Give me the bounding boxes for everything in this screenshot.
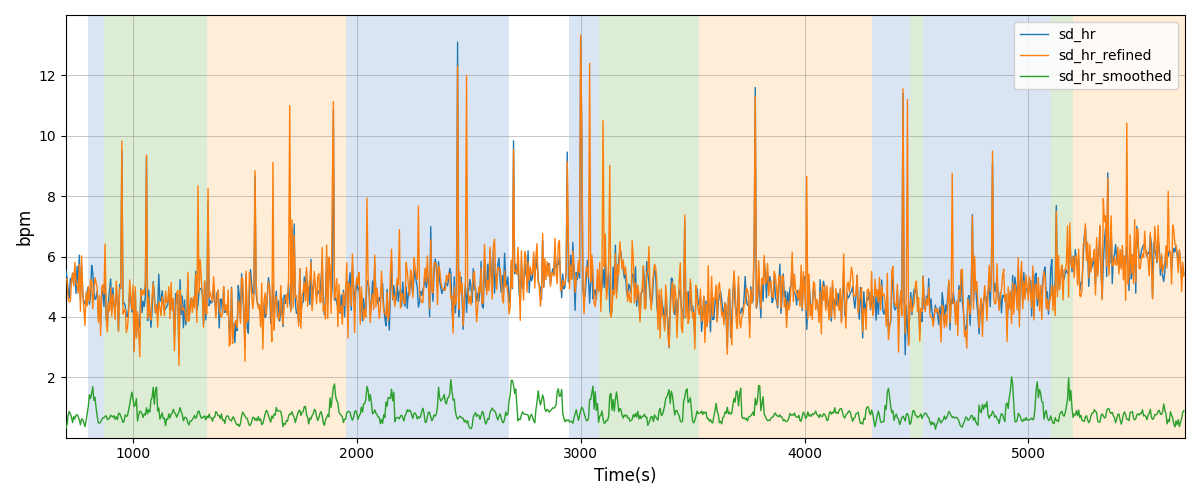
sd_hr_refined [953,295,967,301]
sd_hr_refined [512,274,527,280]
sd_hr [953,298,967,304]
Bar [104,15,206,438]
sd_hr_refined [829,286,844,292]
sd_hr_refined [574,32,588,38]
sd_hr_smoothed [59,426,73,432]
sd_hr_refined [59,276,73,281]
sd_hr_smoothed [929,426,943,432]
sd_hr [1177,272,1192,278]
sd_hr [173,276,187,282]
sd_hr_smoothed [827,410,841,416]
Bar [923,15,1051,438]
Bar [570,15,599,438]
sd_hr_smoothed [551,386,565,392]
Line: sd_hr_smoothed: sd_hr_smoothed [66,377,1184,430]
sd_hr_refined [932,312,947,318]
Bar [89,15,104,438]
Bar [1051,15,1073,438]
sd_hr_smoothed [952,418,966,424]
X-axis label: Time(s): Time(s) [594,467,656,485]
Bar [1073,15,1186,438]
Bar [871,15,910,438]
Y-axis label: bpm: bpm [16,208,34,245]
sd_hr [898,352,912,358]
sd_hr [511,264,526,270]
sd_hr [551,262,565,268]
Legend: sd_hr, sd_hr_refined, sd_hr_smoothed: sd_hr, sd_hr_refined, sd_hr_smoothed [1014,22,1178,90]
sd_hr [828,297,842,303]
Bar [346,15,509,438]
sd_hr [574,33,588,39]
sd_hr_refined [1177,273,1192,279]
sd_hr_refined [172,362,186,368]
sd_hr [59,268,73,274]
Bar [206,15,346,438]
sd_hr_smoothed [173,404,187,410]
Line: sd_hr: sd_hr [66,36,1184,354]
sd_hr_refined [552,238,566,244]
sd_hr_smoothed [1177,408,1192,414]
sd_hr_smoothed [931,415,946,421]
sd_hr_refined [174,298,188,304]
sd_hr_smoothed [1004,374,1019,380]
Bar [700,15,871,438]
Bar [599,15,700,438]
Bar [910,15,923,438]
Line: sd_hr_refined: sd_hr_refined [66,35,1184,366]
sd_hr_smoothed [511,418,526,424]
sd_hr [932,304,947,310]
